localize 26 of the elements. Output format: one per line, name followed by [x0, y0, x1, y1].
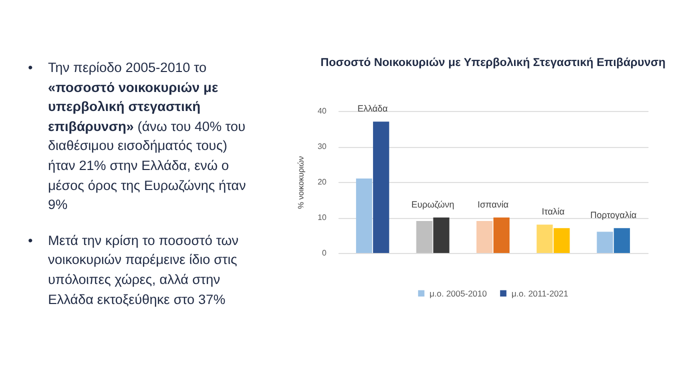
x-tick-label: Ευρωζώνη — [411, 200, 454, 210]
text: • Την περίοδο 2005-2010 το «ποσοστό νοικοκυριών με υπερβολική στεγαστική επιβάρυνση» (άνω του 40% του διαθέσιμου εισοδήματός τους) ήταν 21% στην Ελλάδα, ενώ ο μέσος όρος της Ευρωζώνης ήταν 9% — [28, 60, 246, 212]
y-tick-label: 20 — [318, 178, 328, 186]
bar — [433, 218, 450, 253]
bar — [416, 221, 432, 253]
x-tick-label: Πορτογαλία — [590, 210, 637, 220]
y-tick-label: 10 — [318, 213, 328, 222]
legend-label: μ.ο. 2011-2021 — [512, 288, 568, 298]
bar — [356, 178, 372, 253]
y-tick-label: 30 — [318, 142, 328, 151]
x-tick-label: Ισπανία — [477, 200, 509, 210]
bar — [596, 232, 613, 253]
y-axis-title: % νοικοκυριών — [296, 156, 306, 209]
bar — [536, 224, 553, 253]
bar — [493, 218, 510, 253]
x-tick-label: Ιταλία — [542, 206, 565, 217]
bar — [614, 228, 630, 253]
chart-title: Ποσοστό Νοικοκυριών με Υπερβολική Στεγαστική Επιβάρυνση — [320, 57, 666, 70]
y-tick-label: 40 — [318, 106, 328, 116]
bar — [554, 228, 570, 253]
bar — [476, 221, 493, 253]
legend-label: μ.ο. 2005-2010 — [430, 288, 488, 298]
x-tick-label: Ελλάδα — [357, 104, 388, 114]
text: • Μετά την κρίση το ποσοστό των νοικοκυριών παρέμεινε ίδιο στις υπόλοιπες χώρες, αλλά στην Ελλάδα εκτοξεύθηκε στο 37% — [28, 232, 239, 307]
bar — [373, 122, 390, 253]
y-tick-label: 0 — [322, 248, 328, 258]
